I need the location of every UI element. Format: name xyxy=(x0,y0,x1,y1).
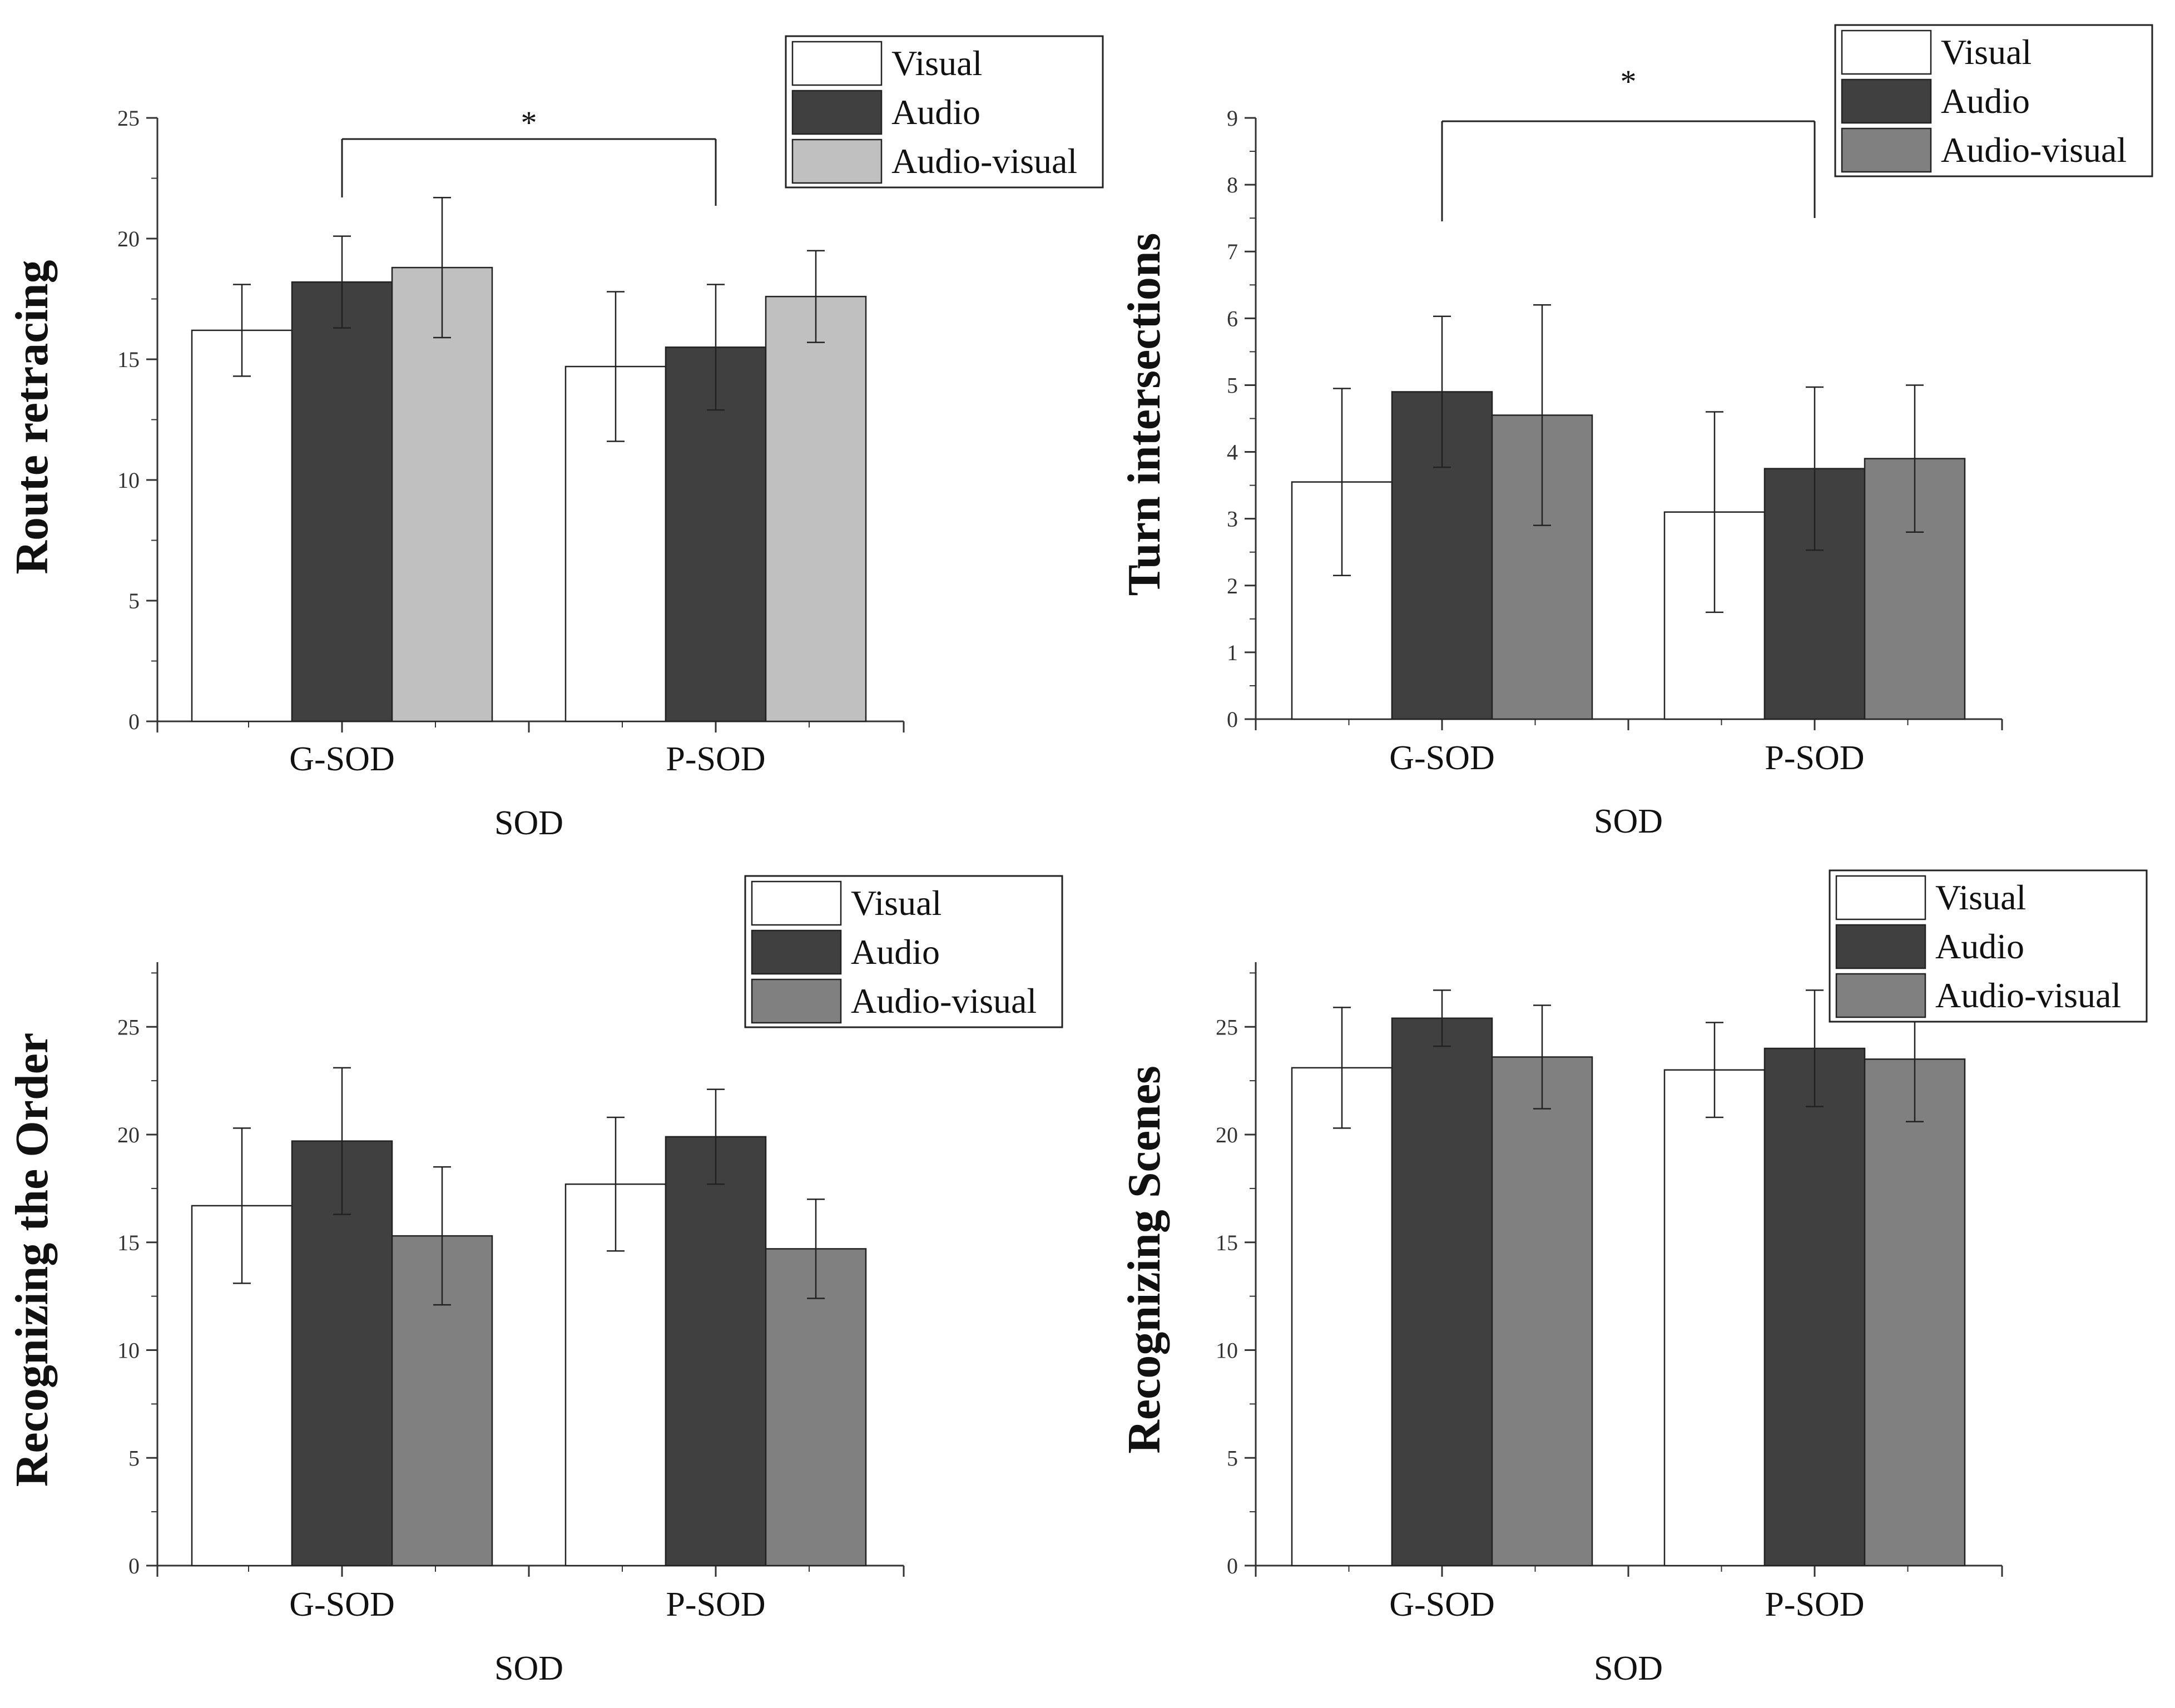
legend-swatch-audio xyxy=(1835,924,1926,969)
y-axis-label: Turn intersections xyxy=(1118,233,1170,596)
legend-label: Audio xyxy=(1941,81,2030,121)
category-label: P-SOD xyxy=(666,740,765,778)
bar-audio-visual-p-sod xyxy=(1864,1058,1966,1567)
significance-star: * xyxy=(1621,63,1637,100)
bar-visual-g-sod xyxy=(191,329,293,722)
y-tick-label: 20 xyxy=(117,1122,140,1147)
y-tick-label: 25 xyxy=(1216,1014,1238,1039)
legend-swatch-visual xyxy=(791,41,883,86)
y-tick-label: 0 xyxy=(1227,707,1238,732)
category-label: P-SOD xyxy=(1765,1586,1864,1623)
chart-panel-recognizing-order: 0 5 10 15 20 25 G-SOD P-SOD SOD Recognizing the O… xyxy=(6,875,1063,1687)
bar-audio-g-sod xyxy=(291,281,393,722)
y-tick-label: 2 xyxy=(1227,573,1238,598)
chart-panel-turn-intersections: 0 1 2 3 4 5 6 7 8 9 G-SOD P-SOD SOD Turn intersection… xyxy=(1118,24,2153,840)
bar-audio-p-sod xyxy=(665,1136,767,1567)
legend-label: Audio-visual xyxy=(851,981,1037,1021)
legend-label: Visual xyxy=(851,883,942,923)
chart-panel-route-retracing: 0 5 10 15 20 25 G-SOD P-SOD SOD Route retracing * V… xyxy=(6,35,1104,842)
y-tick-label: 5 xyxy=(1227,1445,1238,1471)
y-tick-label: 1 xyxy=(1227,640,1238,665)
y-tick-label: 25 xyxy=(117,1014,140,1039)
x-axis-label: SOD xyxy=(494,804,563,842)
legend-swatch-audio-visual xyxy=(751,978,842,1024)
bar-audio-p-sod xyxy=(1763,1047,1866,1567)
y-tick-label: 5 xyxy=(1227,373,1238,398)
chart-panel-recognizing-scenes: 0 5 10 15 20 25 G-SOD P-SOD SOD Recognizing Scene… xyxy=(1118,869,2148,1687)
y-axis-label: Route retracing xyxy=(6,260,58,574)
y-tick-label: 0 xyxy=(128,709,140,734)
category-label: G-SOD xyxy=(1389,739,1494,777)
legend-label: Audio-visual xyxy=(1941,130,2127,170)
bar-visual-g-sod xyxy=(1291,1067,1393,1567)
significance-star: * xyxy=(521,105,537,141)
y-tick-label: 10 xyxy=(1216,1338,1238,1363)
category-label: G-SOD xyxy=(1389,1586,1494,1623)
y-axis-label: Recognizing the Order xyxy=(6,1033,58,1487)
y-tick-label: 6 xyxy=(1227,306,1238,331)
y-tick-label: 20 xyxy=(117,226,140,251)
legend-label: Audio xyxy=(1935,927,2024,966)
legend-label: Visual xyxy=(891,43,982,83)
legend-swatch-audio xyxy=(791,90,883,135)
bar-audio-visual-p-sod xyxy=(765,295,867,722)
category-label: P-SOD xyxy=(1765,739,1864,777)
legend-swatch-audio-visual xyxy=(1835,973,1926,1018)
y-tick-label: 20 xyxy=(1216,1122,1238,1147)
legend-swatch-visual xyxy=(1841,29,1932,75)
y-tick-label: 25 xyxy=(117,106,140,131)
y-axis-label: Recognizing Scenes xyxy=(1118,1066,1170,1454)
y-tick-label: 15 xyxy=(117,1230,140,1255)
legend-swatch-audio-visual xyxy=(1841,127,1932,173)
y-tick-label: 8 xyxy=(1227,172,1238,197)
x-axis-label: SOD xyxy=(494,1650,563,1687)
y-tick-label: 4 xyxy=(1227,440,1238,465)
y-tick-label: 5 xyxy=(128,588,140,613)
legend-swatch-audio xyxy=(751,929,842,975)
bar-audio-g-sod xyxy=(1391,1017,1493,1567)
category-label: G-SOD xyxy=(289,740,394,778)
y-tick-label: 10 xyxy=(117,468,140,493)
y-tick-label: 10 xyxy=(117,1338,140,1363)
legend-label: Audio-visual xyxy=(891,141,1077,181)
bar-audio-visual-g-sod xyxy=(1491,1056,1593,1567)
legend-swatch-visual xyxy=(1835,875,1926,920)
legend-label: Audio-visual xyxy=(1935,976,2121,1015)
legend-swatch-visual xyxy=(751,880,842,926)
y-tick-label: 7 xyxy=(1227,239,1238,264)
bar-audio-visual-g-sod xyxy=(391,266,493,722)
y-tick-label: 5 xyxy=(128,1445,140,1471)
bar-audio-visual-p-sod xyxy=(765,1248,867,1567)
legend-label: Visual xyxy=(1935,878,2026,917)
category-label: P-SOD xyxy=(666,1586,765,1623)
legend-label: Audio xyxy=(851,932,940,972)
legend-swatch-audio xyxy=(1841,78,1932,124)
y-tick-label: 0 xyxy=(128,1553,140,1578)
legend-label: Audio xyxy=(891,92,980,132)
x-axis-label: SOD xyxy=(1594,803,1663,840)
x-axis-label: SOD xyxy=(1594,1650,1663,1687)
legend-swatch-audio-visual xyxy=(791,138,883,184)
legend-label: Visual xyxy=(1941,32,2032,72)
y-tick-label: 15 xyxy=(1216,1230,1238,1255)
y-tick-label: 3 xyxy=(1227,507,1238,532)
y-tick-label: 0 xyxy=(1227,1553,1238,1578)
y-tick-label: 15 xyxy=(117,347,140,372)
bar-visual-p-sod xyxy=(1663,1069,1766,1567)
category-label: G-SOD xyxy=(289,1586,394,1623)
y-tick-label: 9 xyxy=(1227,106,1238,131)
